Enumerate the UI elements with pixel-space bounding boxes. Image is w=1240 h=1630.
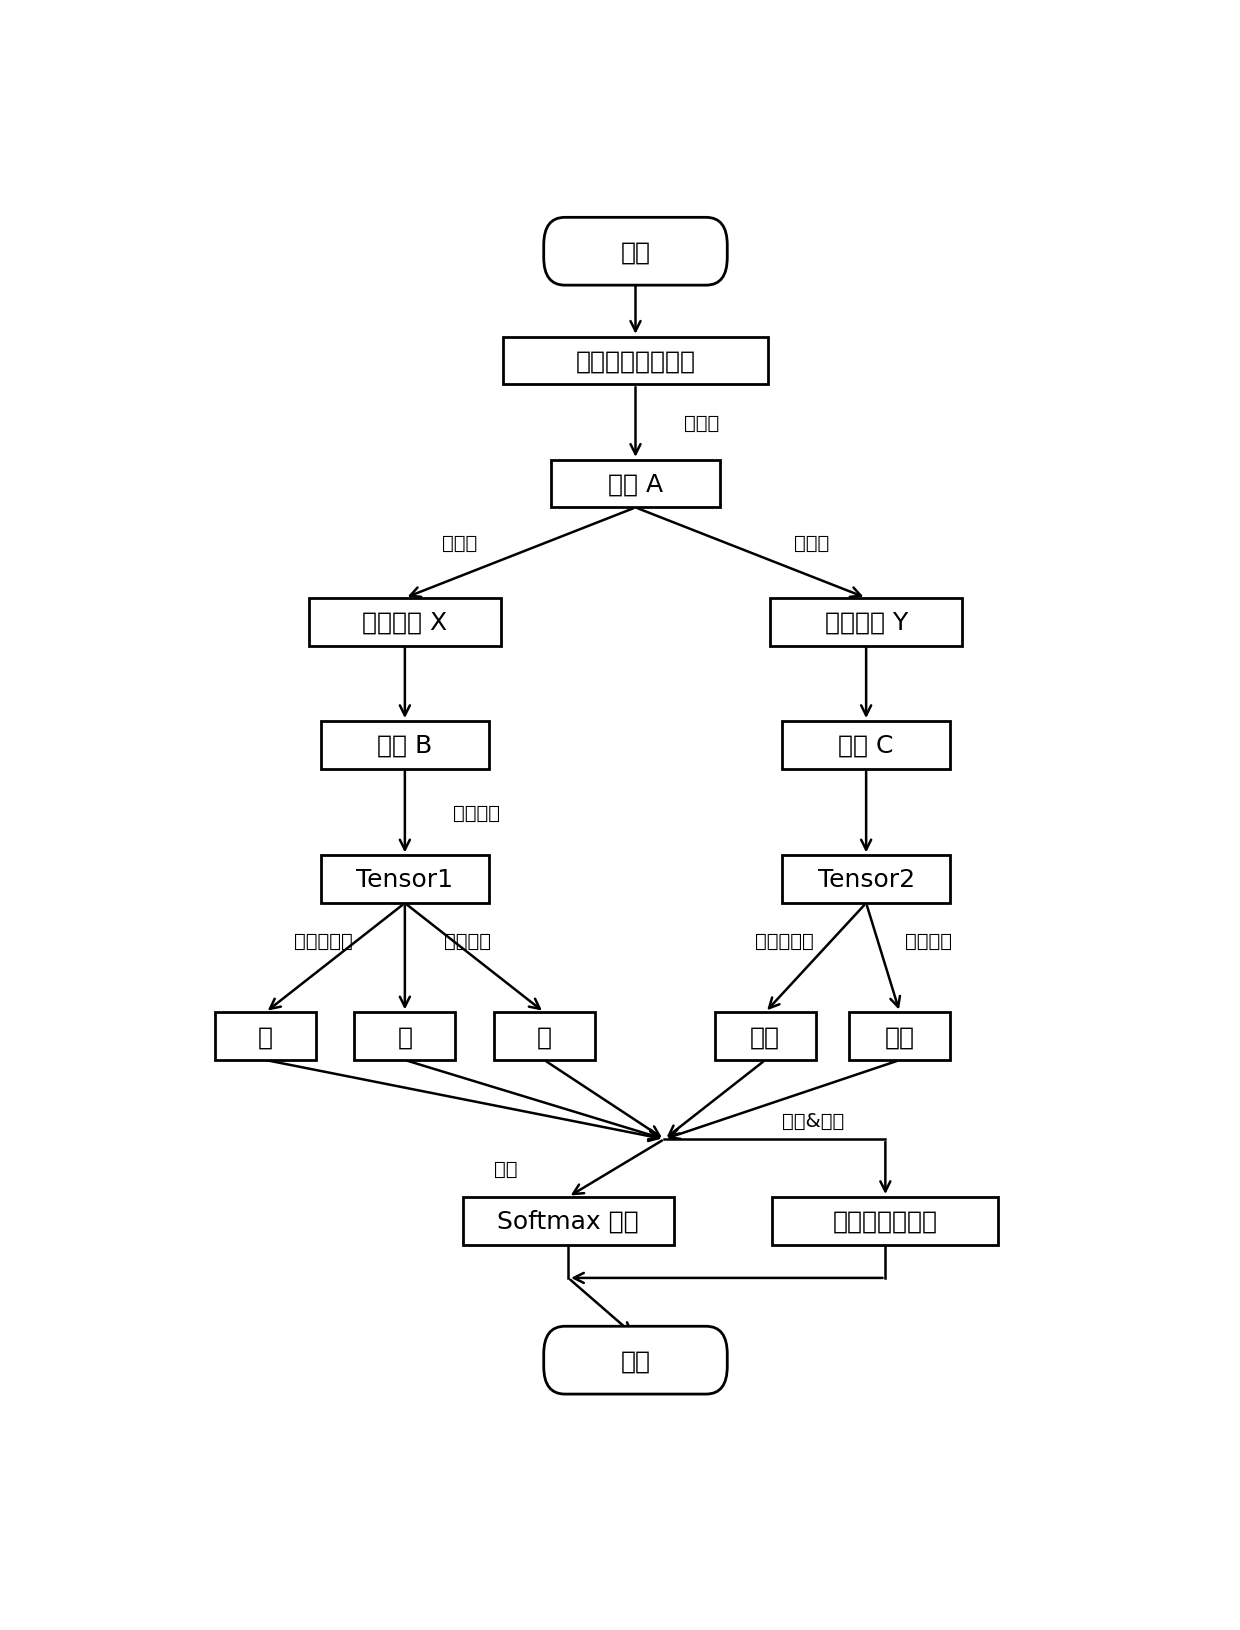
Text: 高维矩阵 Y: 高维矩阵 Y <box>825 610 908 634</box>
FancyBboxPatch shape <box>503 337 768 385</box>
Text: 开始: 开始 <box>620 240 651 264</box>
FancyBboxPatch shape <box>309 598 501 645</box>
Text: 验证&测试: 验证&测试 <box>782 1112 844 1130</box>
Text: 横向卷积: 横向卷积 <box>453 804 500 822</box>
FancyBboxPatch shape <box>849 1012 950 1061</box>
Text: 人体关键点: 人体关键点 <box>294 932 352 950</box>
Text: 左腿: 左腿 <box>750 1025 780 1048</box>
FancyBboxPatch shape <box>714 1012 816 1061</box>
Text: 水平分区: 水平分区 <box>444 932 491 950</box>
Text: Tensor1: Tensor1 <box>356 867 454 892</box>
Text: 训练集: 训练集 <box>683 414 719 432</box>
FancyBboxPatch shape <box>770 598 962 645</box>
Text: 上半身: 上半身 <box>441 533 477 553</box>
Text: Softmax 分类: Softmax 分类 <box>497 1209 639 1232</box>
Text: 合并计算相似度: 合并计算相似度 <box>833 1209 937 1232</box>
Text: 结束: 结束 <box>620 1348 651 1372</box>
Text: 头: 头 <box>258 1025 273 1048</box>
FancyBboxPatch shape <box>543 218 728 285</box>
Text: 人体关键点: 人体关键点 <box>755 932 813 950</box>
Text: 准备并标注数据集: 准备并标注数据集 <box>575 349 696 373</box>
Text: 训练: 训练 <box>494 1159 517 1178</box>
FancyBboxPatch shape <box>494 1012 595 1061</box>
Text: 网络 A: 网络 A <box>608 473 663 496</box>
Text: 高维矩阵 X: 高维矩阵 X <box>362 610 448 634</box>
FancyBboxPatch shape <box>463 1196 675 1245</box>
FancyBboxPatch shape <box>215 1012 316 1061</box>
Text: 网络 B: 网络 B <box>377 734 433 758</box>
Text: 右腿: 右腿 <box>885 1025 915 1048</box>
FancyBboxPatch shape <box>782 722 950 769</box>
Text: 纵向分区: 纵向分区 <box>905 932 952 950</box>
Text: 胸: 胸 <box>397 1025 413 1048</box>
FancyBboxPatch shape <box>773 1196 998 1245</box>
FancyBboxPatch shape <box>321 856 489 903</box>
Text: 网络 C: 网络 C <box>838 734 894 758</box>
FancyBboxPatch shape <box>782 856 950 903</box>
Text: 下半身: 下半身 <box>794 533 830 553</box>
FancyBboxPatch shape <box>321 722 489 769</box>
Text: Tensor2: Tensor2 <box>817 867 915 892</box>
FancyBboxPatch shape <box>355 1012 455 1061</box>
Text: 腹: 腹 <box>537 1025 552 1048</box>
FancyBboxPatch shape <box>543 1327 728 1394</box>
FancyBboxPatch shape <box>552 460 719 509</box>
